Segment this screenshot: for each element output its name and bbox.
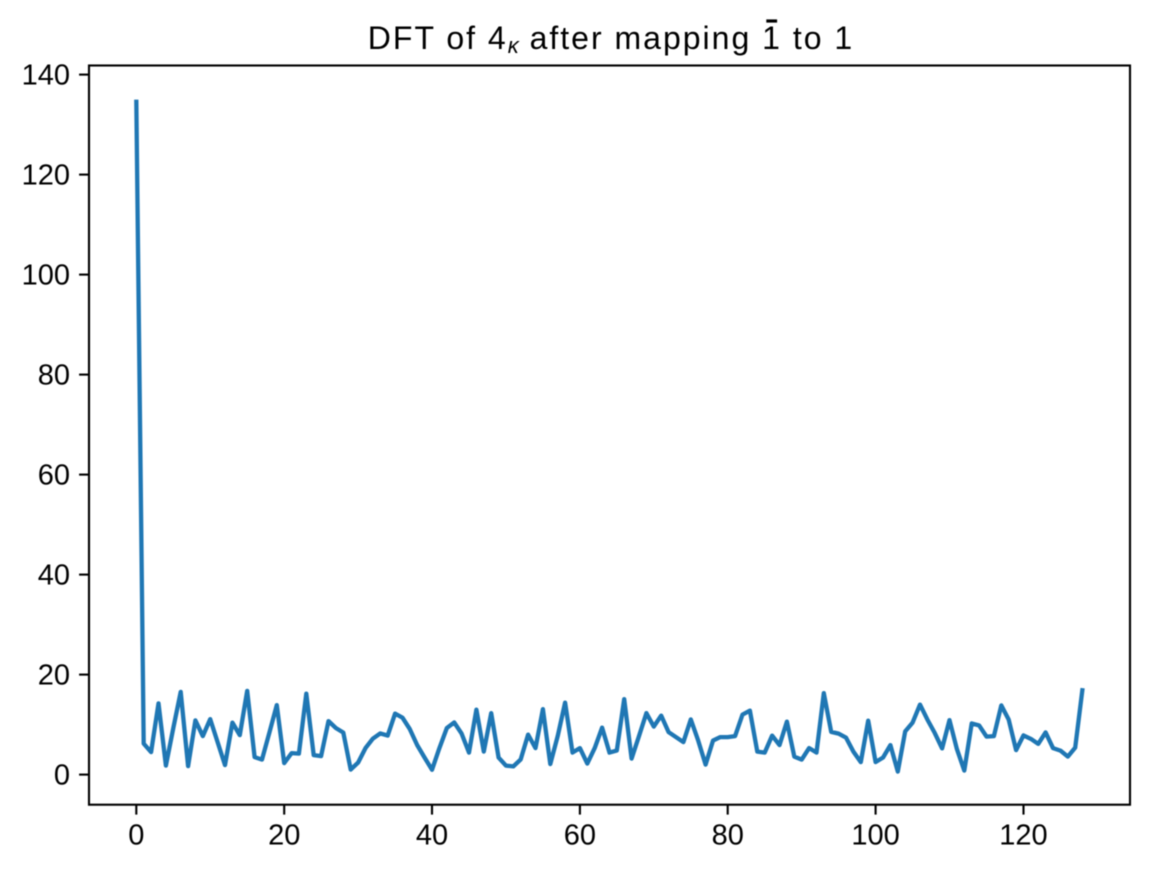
svg-text:60: 60 [564,820,596,852]
svg-text:80: 80 [38,360,70,392]
svg-text:20: 20 [268,820,300,852]
svg-text:100: 100 [851,820,899,852]
svg-text:60: 60 [38,460,70,492]
svg-text:DFT of 4κ after mapping 1 to 1: DFT of 4κ after mapping 1 to 1 [368,20,854,58]
svg-text:0: 0 [54,760,70,792]
svg-text:120: 120 [999,820,1047,852]
svg-text:100: 100 [22,260,70,292]
svg-text:80: 80 [712,820,744,852]
svg-text:0: 0 [128,820,144,852]
svg-text:40: 40 [38,560,70,592]
svg-text:40: 40 [416,820,448,852]
svg-text:20: 20 [38,660,70,692]
svg-text:120: 120 [22,160,70,192]
svg-text:140: 140 [22,60,70,92]
